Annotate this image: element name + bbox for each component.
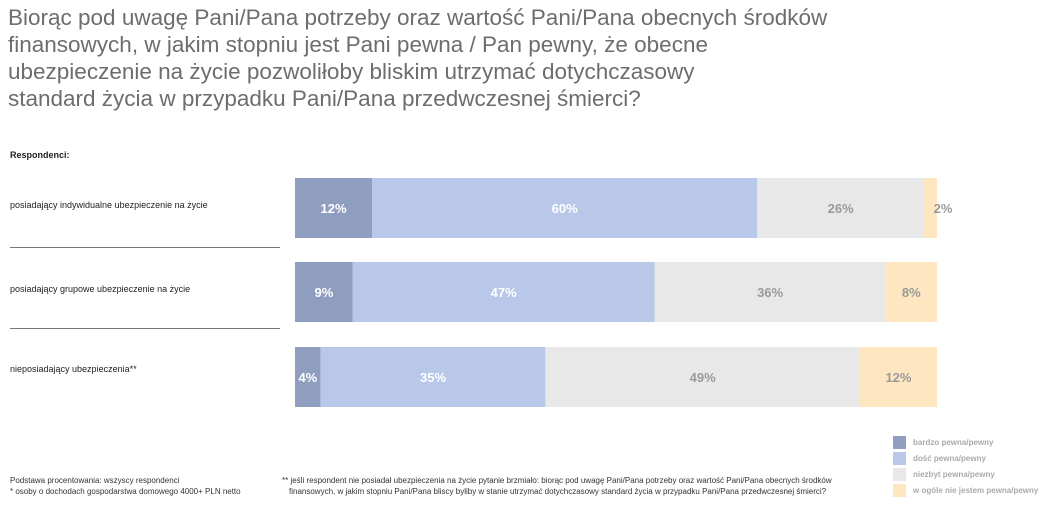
- title-line: ubezpieczenie na życie pozwoliłoby blisk…: [8, 59, 695, 84]
- legend-label: dość pewna/pewny: [913, 453, 986, 463]
- bar-segment: [545, 347, 860, 407]
- data-label: 12%: [321, 201, 347, 216]
- category-label: posiadający indywidualne ubezpieczenie n…: [10, 200, 208, 210]
- data-label: 9%: [314, 285, 333, 300]
- bar-segment: [885, 262, 937, 322]
- data-label: 2%: [934, 201, 953, 216]
- bar-segment: [372, 178, 758, 238]
- bar-segment: [295, 178, 373, 238]
- chart-title: Biorąc pod uwagę Pani/Pana potrzeby oraz…: [8, 4, 1008, 112]
- divider: [10, 247, 280, 248]
- footnote-note-line: ** jeśli respondent nie posiadał ubezpie…: [282, 476, 832, 485]
- bar-segment: [295, 262, 353, 322]
- data-label: 35%: [420, 370, 446, 385]
- data-label: 60%: [552, 201, 578, 216]
- legend-swatch: [893, 435, 906, 449]
- footnote-base-text: Podstawa procentowania: wszyscy responde…: [10, 476, 180, 485]
- bar-segment: [859, 347, 937, 407]
- category-header: Respondenci:: [10, 150, 70, 160]
- footnote-income-text: * osoby o dochodach gospodarstwa domoweg…: [10, 487, 241, 496]
- bar-segment: [654, 262, 886, 322]
- title-line: finansowych, w jakim stopniu jest Pani p…: [8, 32, 708, 57]
- data-label: 36%: [757, 285, 783, 300]
- category-label: nieposiadający ubezpieczenia**: [10, 364, 137, 374]
- legend-label: niezbyt pewna/pewny: [913, 469, 995, 479]
- legend-item: bardzo pewna/pewny: [893, 434, 1038, 450]
- bar-segment: [757, 178, 925, 238]
- data-label: 8%: [902, 285, 921, 300]
- category-label: posiadający grupowe ubezpieczenie na życ…: [10, 284, 191, 294]
- legend-item: dość pewna/pewny: [893, 450, 1038, 466]
- footnote-note-line: finansowych, w jakim stopniu Pani/Pana b…: [289, 487, 827, 496]
- data-label: 47%: [491, 285, 517, 300]
- data-label: 12%: [885, 370, 911, 385]
- footnote-note: ** jeśli respondent nie posiadał ubezpie…: [282, 475, 832, 497]
- bar-segment: [295, 347, 321, 407]
- legend-label: w ogóle nie jestem pewna/pewny: [913, 485, 1039, 495]
- legend-label: bardzo pewna/pewny: [913, 437, 994, 447]
- bar-segment: [924, 178, 937, 238]
- bar-segment: [320, 347, 546, 407]
- legend-swatch: [893, 483, 906, 497]
- footnote-base: Podstawa procentowania: wszyscy responde…: [10, 475, 241, 497]
- title-line: standard życia w przypadku Pani/Pana prz…: [8, 86, 641, 111]
- legend-swatch: [893, 451, 906, 465]
- legend-item: w ogóle nie jestem pewna/pewny: [893, 482, 1038, 498]
- title-line: Biorąc pod uwagę Pani/Pana potrzeby oraz…: [8, 5, 828, 30]
- data-label: 26%: [828, 201, 854, 216]
- legend-swatch: [893, 467, 906, 481]
- legend: bardzo pewna/pewny dość pewna/pewny niezby…: [893, 434, 1038, 498]
- divider: [10, 328, 280, 329]
- data-label: 49%: [690, 370, 716, 385]
- legend-item: niezbyt pewna/pewny: [893, 466, 1038, 482]
- data-label: 4%: [298, 370, 317, 385]
- bar-segment: [352, 262, 655, 322]
